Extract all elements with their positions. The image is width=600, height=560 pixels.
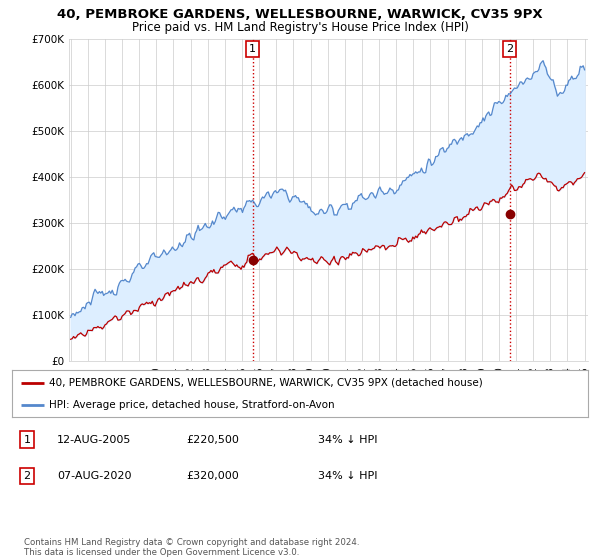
Text: 2: 2 xyxy=(23,471,31,481)
Text: £320,000: £320,000 xyxy=(186,471,239,481)
Text: 07-AUG-2020: 07-AUG-2020 xyxy=(57,471,131,481)
Text: Price paid vs. HM Land Registry's House Price Index (HPI): Price paid vs. HM Land Registry's House … xyxy=(131,21,469,34)
Text: Contains HM Land Registry data © Crown copyright and database right 2024.
This d: Contains HM Land Registry data © Crown c… xyxy=(24,538,359,557)
Text: £220,500: £220,500 xyxy=(186,435,239,445)
Text: 40, PEMBROKE GARDENS, WELLESBOURNE, WARWICK, CV35 9PX: 40, PEMBROKE GARDENS, WELLESBOURNE, WARW… xyxy=(57,8,543,21)
Text: 40, PEMBROKE GARDENS, WELLESBOURNE, WARWICK, CV35 9PX (detached house): 40, PEMBROKE GARDENS, WELLESBOURNE, WARW… xyxy=(49,378,483,388)
Text: 34% ↓ HPI: 34% ↓ HPI xyxy=(318,471,377,481)
Text: 34% ↓ HPI: 34% ↓ HPI xyxy=(318,435,377,445)
Text: 1: 1 xyxy=(23,435,31,445)
Text: 1: 1 xyxy=(249,44,256,54)
Text: 12-AUG-2005: 12-AUG-2005 xyxy=(57,435,131,445)
Text: 2: 2 xyxy=(506,44,513,54)
Text: HPI: Average price, detached house, Stratford-on-Avon: HPI: Average price, detached house, Stra… xyxy=(49,400,335,410)
